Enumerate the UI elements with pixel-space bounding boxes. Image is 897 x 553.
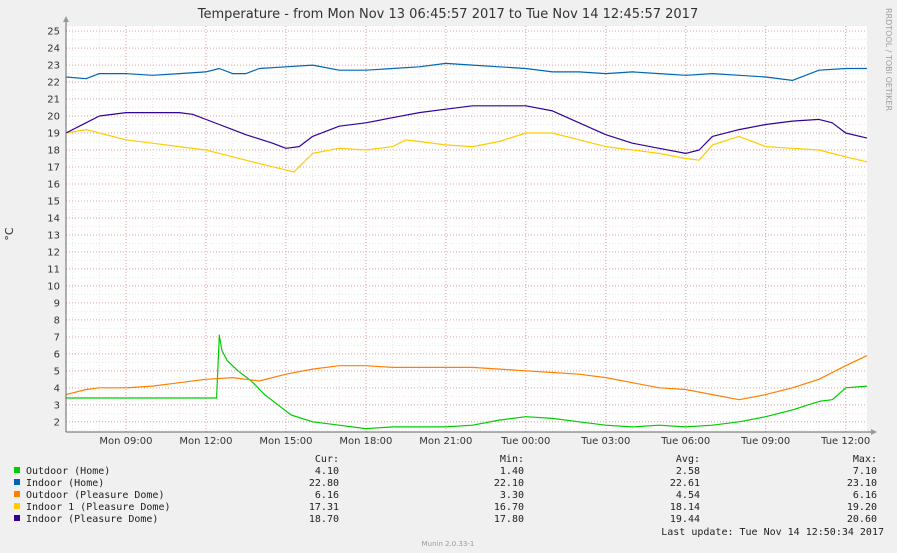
- footer-version: Munin 2.0.33-1: [422, 540, 475, 548]
- legend-value-avg: 2.58: [676, 466, 700, 477]
- legend-swatch: [14, 503, 20, 509]
- y-tick-label: 24: [47, 44, 60, 55]
- rrdtool-watermark: RRDTOOL / TOBI OETIKER: [884, 8, 893, 111]
- y-tick-label: 13: [47, 230, 60, 241]
- x-tick-label: Mon 15:00: [259, 436, 312, 447]
- series-line-3: [65, 355, 868, 401]
- legend-value-max: 7.10: [853, 466, 877, 477]
- legend-series-name: Outdoor (Home): [26, 466, 110, 477]
- y-tick-label: 10: [47, 281, 60, 292]
- legend-value-avg: 22.61: [670, 478, 700, 489]
- legend-swatch: [14, 479, 20, 485]
- legend-value-cur: 17.31: [309, 502, 339, 513]
- legend-value-avg: 4.54: [676, 490, 700, 501]
- legend-swatch: [14, 515, 20, 521]
- y-axis-label: °C: [3, 227, 16, 241]
- y-axis-arrow: [63, 16, 69, 22]
- legend-column-header: Avg:: [676, 454, 700, 465]
- x-tick-label: Mon 21:00: [419, 436, 472, 447]
- chart-title: Temperature - from Mon Nov 13 06:45:57 2…: [197, 7, 698, 22]
- legend-series-name: Outdoor (Pleasure Dome): [26, 490, 164, 501]
- y-tick-label: 7: [54, 332, 60, 343]
- x-tick-label: Tue 09:00: [740, 436, 790, 447]
- legend-series-name: Indoor (Pleasure Dome): [26, 514, 158, 525]
- legend-value-min: 22.10: [494, 478, 524, 489]
- y-tick-label: 18: [47, 146, 60, 157]
- legend-value-min: 16.70: [494, 502, 524, 513]
- x-tick-label: Tue 03:00: [580, 436, 630, 447]
- y-tick-label: 23: [47, 61, 60, 72]
- series-layer: [65, 62, 868, 430]
- y-tick-label: 9: [54, 298, 60, 309]
- y-tick-label: 25: [47, 27, 60, 38]
- x-tick-label: Mon 12:00: [179, 436, 232, 447]
- legend-series-name: Indoor 1 (Pleasure Dome): [26, 502, 171, 513]
- legend-value-cur: 22.80: [309, 478, 339, 489]
- series-line-4: [65, 129, 868, 173]
- last-update: Last update: Tue Nov 14 12:50:34 2017: [661, 527, 884, 538]
- legend-value-cur: 18.70: [309, 514, 339, 525]
- legend-value-cur: 6.16: [315, 490, 339, 501]
- legend-column-header: Max:: [853, 454, 877, 465]
- legend-value-max: 23.10: [847, 478, 877, 489]
- legend-series-name: Indoor (Home): [26, 478, 104, 489]
- y-tick-label: 6: [54, 349, 60, 360]
- y-tick-label: 21: [47, 95, 60, 106]
- y-tick-label: 15: [47, 196, 60, 207]
- legend-value-cur: 4.10: [315, 466, 339, 477]
- legend-column-header: Cur:: [315, 454, 339, 465]
- axes: 2345678910111213141516171819202122232425…: [47, 16, 877, 447]
- series-line-1: [66, 334, 868, 430]
- x-tick-label: Mon 18:00: [339, 436, 392, 447]
- legend-value-min: 3.30: [500, 490, 524, 501]
- x-tick-label: Mon 09:00: [99, 436, 152, 447]
- y-tick-label: 11: [47, 264, 60, 275]
- y-tick-label: 2: [54, 417, 60, 428]
- legend-value-max: 20.60: [847, 514, 877, 525]
- legend: Cur: Min: Avg: Max: Outdoor (Home) 4.10 1.40 2.…: [14, 454, 877, 525]
- legend-value-min: 1.40: [500, 466, 524, 477]
- y-tick-label: 19: [47, 129, 60, 140]
- legend-swatch: [14, 467, 20, 473]
- y-tick-label: 3: [54, 400, 60, 411]
- legend-value-max: 6.16: [853, 490, 877, 501]
- x-tick-label: Tue 00:00: [500, 436, 550, 447]
- x-axis-arrow: [871, 429, 877, 435]
- plot-area: [66, 26, 867, 432]
- series-line-5: [65, 105, 868, 154]
- y-tick-label: 17: [47, 162, 60, 173]
- x-tick-label: Tue 12:00: [820, 436, 870, 447]
- legend-value-max: 19.20: [847, 502, 877, 513]
- legend-value-avg: 19.44: [670, 514, 700, 525]
- y-tick-label: 12: [47, 247, 60, 258]
- y-tick-label: 8: [54, 315, 60, 326]
- y-tick-label: 14: [47, 213, 60, 224]
- legend-value-min: 17.80: [494, 514, 524, 525]
- y-tick-label: 22: [47, 78, 60, 89]
- legend-column-header: Min:: [500, 454, 524, 465]
- y-tick-label: 16: [47, 179, 60, 190]
- x-tick-label: Tue 06:00: [660, 436, 710, 447]
- y-tick-label: 20: [47, 112, 60, 123]
- y-tick-label: 4: [54, 383, 60, 394]
- series-line-2: [65, 62, 867, 82]
- legend-value-avg: 18.14: [670, 502, 700, 513]
- legend-swatch: [14, 491, 20, 497]
- y-tick-label: 5: [54, 366, 60, 377]
